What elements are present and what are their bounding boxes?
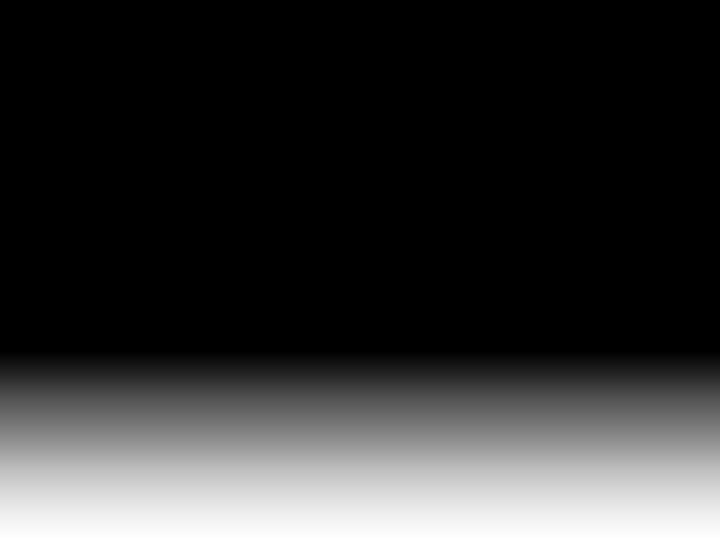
Text: saccharides: saccharides (158, 246, 283, 266)
Text: Fructose: Fructose (237, 428, 284, 438)
Text: OH: OH (238, 402, 248, 408)
Text: OH: OH (392, 393, 403, 399)
Text: OH: OH (501, 393, 512, 399)
Text: Structure of
Carbohydrates: Structure of Carbohydrates (181, 85, 557, 193)
Text: mono: mono (129, 246, 188, 266)
Text: OH: OH (396, 380, 406, 386)
Text: O: O (475, 367, 481, 376)
Text: OH: OH (284, 373, 294, 379)
Text: Monomer: Monomer (238, 215, 341, 234)
Text: o: o (140, 278, 150, 293)
Text: C: C (505, 380, 509, 386)
Text: Glucose: Glucose (347, 428, 391, 438)
Text: O: O (366, 367, 372, 376)
Text: molecules are called: molecules are called (284, 215, 492, 234)
Text: OH: OH (362, 409, 373, 415)
Text: HOCH₂: HOCH₂ (221, 367, 245, 373)
Text: O: O (261, 373, 268, 382)
FancyBboxPatch shape (202, 310, 536, 443)
Text: Example: glucose, fructose: Example: glucose, fructose (160, 278, 368, 293)
Text: H: H (471, 409, 477, 415)
Text: Monaosaccharides: Monaosaccharides (311, 434, 427, 447)
Text: CH₂OH: CH₂OH (267, 392, 290, 397)
Text: OH: OH (336, 393, 346, 399)
Text: Carbohydrate(Sugar): Carbohydrate(Sugar) (129, 215, 341, 234)
Text: CH: CH (438, 383, 448, 389)
Text: Galactose: Galactose (450, 428, 505, 438)
Text: -HOCH₂: -HOCH₂ (342, 364, 368, 370)
Text: •: • (112, 215, 125, 235)
FancyBboxPatch shape (112, 289, 626, 464)
Text: HOCH₂: HOCH₂ (461, 362, 485, 368)
